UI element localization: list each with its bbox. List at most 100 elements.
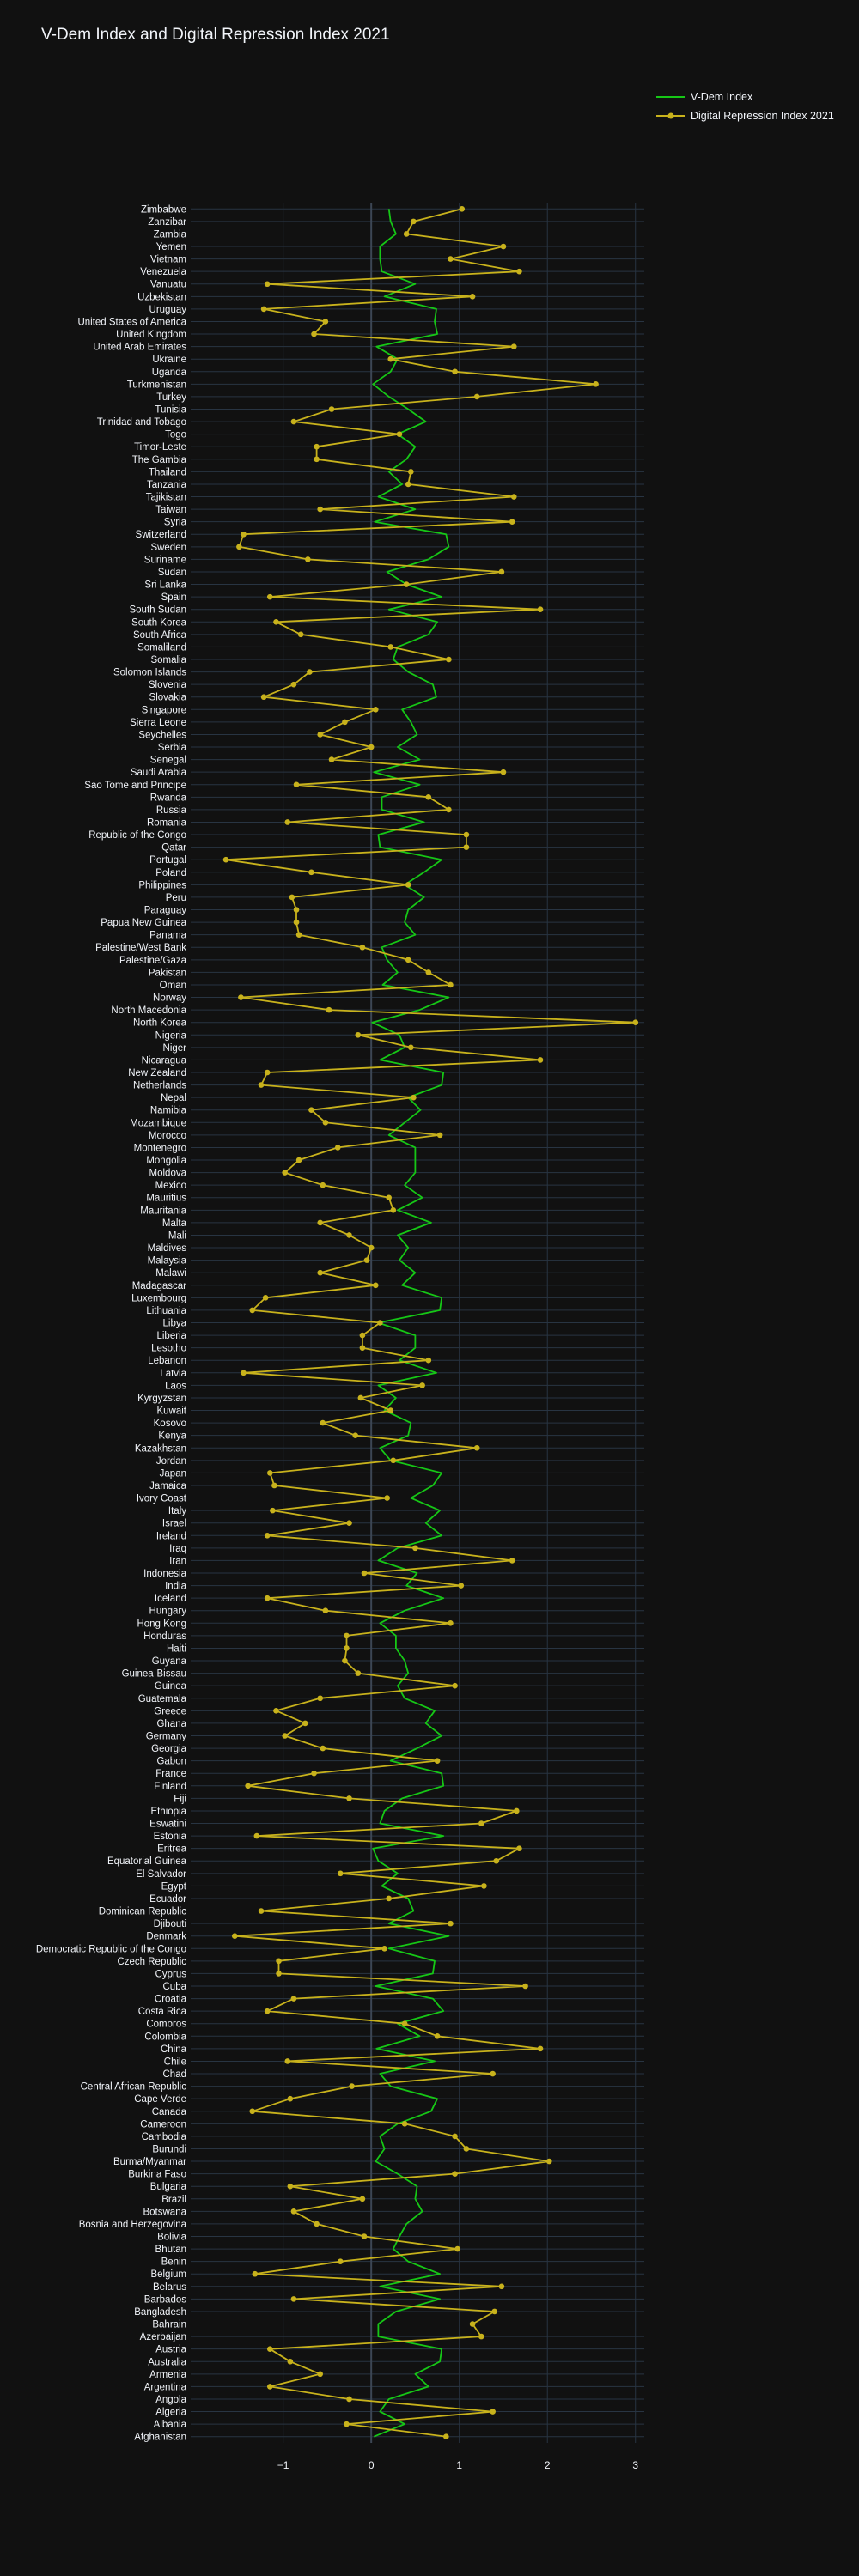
dri-data-point[interactable] bbox=[425, 969, 432, 975]
dri-data-point[interactable] bbox=[463, 2146, 470, 2152]
dri-data-point[interactable] bbox=[349, 2083, 355, 2089]
dri-data-point[interactable] bbox=[320, 1745, 326, 1752]
dri-data-point[interactable] bbox=[359, 1332, 366, 1339]
dri-data-point[interactable] bbox=[463, 844, 470, 850]
dri-data-point[interactable] bbox=[276, 1958, 282, 1965]
dri-data-point[interactable] bbox=[317, 1695, 324, 1702]
dri-data-point[interactable] bbox=[355, 1670, 362, 1676]
dri-data-point[interactable] bbox=[320, 1419, 326, 1426]
dri-data-point[interactable] bbox=[245, 1783, 251, 1789]
dri-data-point[interactable] bbox=[452, 1682, 458, 1689]
dri-data-point[interactable] bbox=[290, 418, 297, 425]
legend-item-vdem[interactable]: V-Dem Index bbox=[656, 88, 834, 106]
dri-data-point[interactable] bbox=[452, 2171, 458, 2177]
dri-data-point[interactable] bbox=[238, 994, 244, 1000]
dri-data-point[interactable] bbox=[271, 1482, 277, 1489]
dri-data-point[interactable] bbox=[452, 2133, 458, 2140]
dri-data-point[interactable] bbox=[293, 919, 300, 926]
dri-data-point[interactable] bbox=[434, 1758, 441, 1764]
dri-data-point[interactable] bbox=[302, 1720, 308, 1727]
dri-data-point[interactable] bbox=[359, 2196, 366, 2202]
dri-data-point[interactable] bbox=[241, 531, 247, 538]
dri-data-point[interactable] bbox=[387, 355, 394, 362]
dri-data-point[interactable] bbox=[411, 1094, 417, 1101]
dri-data-point[interactable] bbox=[290, 2296, 297, 2302]
dri-data-point[interactable] bbox=[390, 1207, 397, 1213]
dri-data-point[interactable] bbox=[411, 218, 417, 225]
dri-data-point[interactable] bbox=[396, 431, 403, 437]
dri-data-point[interactable] bbox=[448, 981, 454, 988]
dri-data-point[interactable] bbox=[344, 1632, 350, 1639]
dri-data-point[interactable] bbox=[311, 331, 317, 337]
dri-data-point[interactable] bbox=[282, 1170, 289, 1176]
dri-data-point[interactable] bbox=[632, 1019, 639, 1025]
dri-data-point[interactable] bbox=[387, 644, 394, 650]
dri-data-point[interactable] bbox=[355, 1031, 362, 1038]
dri-data-point[interactable] bbox=[443, 2433, 449, 2440]
dri-data-point[interactable] bbox=[537, 2045, 544, 2052]
dri-data-point[interactable] bbox=[405, 481, 411, 488]
dri-data-point[interactable] bbox=[287, 2183, 294, 2190]
dri-data-point[interactable] bbox=[328, 756, 335, 762]
dri-data-point[interactable] bbox=[408, 469, 414, 475]
dri-data-point[interactable] bbox=[253, 1832, 260, 1839]
dri-data-point[interactable] bbox=[295, 1157, 302, 1163]
dri-data-point[interactable] bbox=[258, 1908, 265, 1914]
dri-data-point[interactable] bbox=[317, 1269, 324, 1276]
dri-data-point[interactable] bbox=[334, 1145, 341, 1151]
dri-data-point[interactable] bbox=[522, 1983, 528, 1990]
dri-data-point[interactable] bbox=[287, 2095, 294, 2102]
dri-data-point[interactable] bbox=[311, 1770, 317, 1777]
dri-data-point[interactable] bbox=[252, 2270, 259, 2277]
dri-data-point[interactable] bbox=[346, 1795, 352, 1801]
dri-data-point[interactable] bbox=[322, 1607, 329, 1614]
dri-data-point[interactable] bbox=[284, 819, 291, 825]
dri-data-point[interactable] bbox=[342, 1657, 348, 1664]
dri-data-point[interactable] bbox=[314, 456, 320, 463]
dri-data-point[interactable] bbox=[249, 1307, 256, 1314]
dri-data-point[interactable] bbox=[290, 1996, 297, 2002]
dri-data-point[interactable] bbox=[262, 1295, 269, 1301]
dri-data-point[interactable] bbox=[346, 1520, 352, 1527]
dri-data-point[interactable] bbox=[510, 343, 517, 349]
dri-data-point[interactable] bbox=[352, 1432, 359, 1438]
dri-data-point[interactable] bbox=[509, 519, 515, 525]
dri-data-point[interactable] bbox=[363, 1257, 370, 1263]
dri-data-point[interactable] bbox=[537, 1057, 544, 1063]
dri-data-point[interactable] bbox=[241, 1370, 247, 1376]
dri-data-point[interactable] bbox=[516, 268, 522, 275]
dri-data-point[interactable] bbox=[264, 1532, 271, 1539]
dri-data-point[interactable] bbox=[387, 1407, 394, 1413]
dri-data-point[interactable] bbox=[514, 1807, 520, 1814]
dri-data-point[interactable] bbox=[264, 1069, 271, 1076]
dri-data-point[interactable] bbox=[500, 769, 507, 775]
dri-data-point[interactable] bbox=[478, 2333, 484, 2340]
dri-data-point[interactable] bbox=[469, 294, 476, 300]
dri-data-point[interactable] bbox=[231, 1933, 238, 1939]
dri-data-point[interactable] bbox=[317, 732, 324, 738]
dri-data-point[interactable] bbox=[390, 1457, 397, 1464]
dri-data-point[interactable] bbox=[308, 1107, 314, 1114]
dri-data-point[interactable] bbox=[405, 957, 411, 963]
dri-data-point[interactable] bbox=[446, 806, 452, 813]
dri-data-point[interactable] bbox=[509, 1558, 515, 1564]
dri-data-point[interactable] bbox=[264, 1595, 271, 1601]
dri-data-point[interactable] bbox=[290, 681, 297, 688]
dri-data-point[interactable] bbox=[236, 544, 242, 550]
dri-data-point[interactable] bbox=[342, 719, 348, 726]
dri-data-point[interactable] bbox=[266, 1470, 273, 1476]
dri-data-point[interactable] bbox=[266, 593, 273, 600]
dri-data-point[interactable] bbox=[377, 1320, 383, 1326]
dri-data-point[interactable] bbox=[452, 368, 458, 375]
legend-item-dri[interactable]: Digital Repression Index 2021 bbox=[656, 106, 834, 125]
dri-data-point[interactable] bbox=[381, 1945, 387, 1952]
dri-data-point[interactable] bbox=[401, 2020, 408, 2027]
dri-data-point[interactable] bbox=[322, 1119, 329, 1126]
dri-data-point[interactable] bbox=[412, 1545, 418, 1552]
dri-data-point[interactable] bbox=[359, 1345, 366, 1351]
dri-data-point[interactable] bbox=[516, 1845, 522, 1851]
dri-data-point[interactable] bbox=[322, 319, 329, 325]
dri-data-point[interactable] bbox=[473, 393, 480, 400]
dri-data-point[interactable] bbox=[293, 781, 300, 788]
dri-data-point[interactable] bbox=[346, 2396, 352, 2403]
